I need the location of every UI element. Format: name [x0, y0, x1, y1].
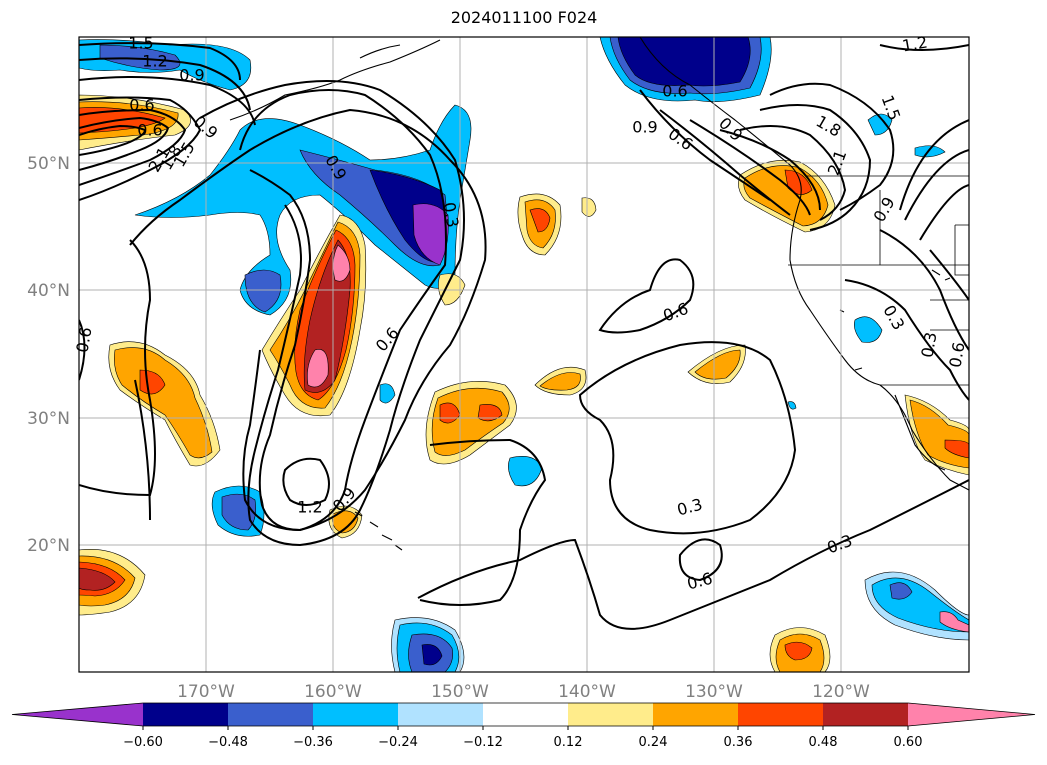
colorbar-tick-label: −0.12 [463, 735, 503, 750]
coastline-west-us [789, 199, 969, 491]
colorbar-tick-label: 0.48 [809, 735, 838, 750]
colorbar-tick-label: 0.12 [554, 735, 583, 750]
colorbar-tick-label: −0.48 [208, 735, 248, 750]
coastline-baja [894, 394, 946, 471]
contour-label: 0.3 [675, 495, 705, 520]
coastline-alaska [229, 37, 802, 201]
colorbar-extend-max [908, 703, 1035, 726]
lon-label-160w: 160°W [304, 682, 362, 702]
colorbar-segment [228, 703, 313, 726]
contour-labels: 1.51.20.90.60.90.60.90.60.30.61.2 0.9 0.30… [72, 32, 968, 593]
coastline-misc [839, 269, 951, 371]
lat-label-30n: 30°N [27, 409, 70, 429]
colorbar-tick-label: 0.60 [894, 735, 923, 750]
contour-label: 0.9 [715, 114, 746, 145]
contour-label: 0.6 [72, 326, 95, 354]
map-title: 2024011100 F024 [450, 8, 598, 27]
contour-label: 0.6 [685, 569, 715, 594]
contour-label: 0.3 [439, 201, 462, 229]
colorbar-tick-label: 0.36 [724, 735, 753, 750]
shaded-field [79, 37, 969, 672]
lon-label-140w: 140°W [558, 682, 616, 702]
colorbar-segment [653, 703, 738, 726]
lon-label-150w: 150°W [431, 682, 489, 702]
contour-label: 1.2 [142, 52, 167, 71]
latitude-labels: 50°N 40°N 30°N 20°N [27, 154, 70, 556]
colorbar-tick-label: −0.60 [123, 735, 163, 750]
colorbar-segment [143, 703, 228, 726]
contour-label: 1.5 [128, 34, 153, 53]
lat-label-50n: 50°N [27, 154, 70, 174]
contour-label: 0.3 [917, 331, 940, 359]
gridlines [79, 37, 969, 672]
lat-label-20n: 20°N [27, 536, 70, 556]
contour-label: 0.9 [870, 194, 899, 226]
contour-label: 0.6 [137, 121, 162, 140]
colorbar-segment [483, 703, 568, 726]
longitude-labels: 170°W 160°W 150°W 140°W 130°W 120°W [177, 682, 870, 702]
contour-label: 1.2 [297, 498, 322, 517]
coastline-hawaii [354, 511, 403, 551]
contour-label: 0.6 [129, 96, 154, 115]
contour-label: 0.6 [665, 124, 697, 154]
map-frame [78, 36, 970, 673]
colorbar-segment [313, 703, 398, 726]
colorbar-segment [738, 703, 823, 726]
lon-label-120w: 120°W [812, 682, 870, 702]
colorbar-extend-min [12, 703, 143, 726]
small-blue-41N-165W [244, 269, 282, 313]
contour-label: 0.9 [632, 118, 657, 137]
contour-label: 0.3 [879, 302, 908, 334]
contour-label: 0.9 [179, 66, 204, 85]
lon-label-130w: 130°W [685, 682, 743, 702]
contour-label: 1.2 [901, 32, 929, 55]
contour-label: 0.6 [945, 341, 968, 369]
colorbar-segment [568, 703, 653, 726]
colorbar-segment [398, 703, 483, 726]
colorbar-tick-label: −0.36 [293, 735, 333, 750]
colorbar-segment [823, 703, 908, 726]
lat-label-40n: 40°N [27, 281, 70, 301]
colorbar: −0.60 −0.48 −0.36 −0.24 −0.12 0.12 0.24 0.36 0.4… [11, 702, 1036, 750]
contour-lines [79, 42, 969, 630]
colorbar-tick-label: −0.24 [378, 735, 418, 750]
contour-label: 0.3 [824, 531, 854, 558]
colorbar-tick-label: 0.24 [639, 735, 668, 750]
contour-label: 0.6 [372, 324, 403, 356]
border-states [788, 190, 969, 386]
lon-label-170w: 170°W [177, 682, 235, 702]
contour-label: 0.6 [662, 82, 687, 101]
